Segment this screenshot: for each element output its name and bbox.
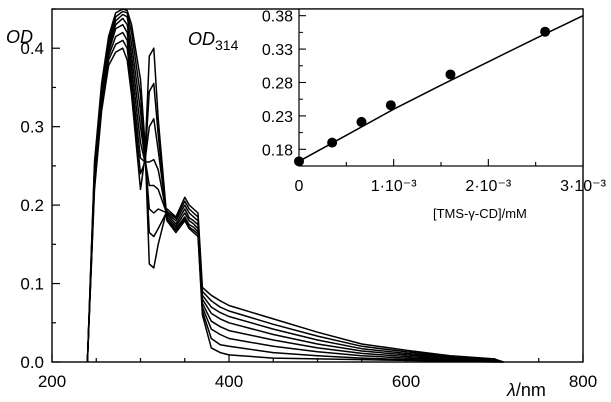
inset-y-tick-label: 0.28 <box>262 75 293 92</box>
inset-x-tick-label: 0 <box>295 178 304 195</box>
inset-x-tick-label: 3·10⁻³ <box>560 178 606 195</box>
main-series-line-5 <box>86 17 504 363</box>
inset-fit <box>298 15 584 162</box>
main-x-tick-label: 200 <box>38 372 66 391</box>
main-chart: 200 400 600 800 0.0 0.1 0.2 0.3 0.4 OD λ/nm <box>6 8 597 400</box>
main-series-line-2 <box>86 39 504 363</box>
inset-y-axis-label: OD314 <box>188 29 239 53</box>
main-x-tick-label: 400 <box>215 372 243 391</box>
main-y-tick-label: 0.0 <box>20 353 44 372</box>
main-ticks: 200 400 600 800 0.0 0.1 0.2 0.3 0.4 <box>20 8 597 391</box>
inset-y-tick-label: 0.23 <box>262 109 293 126</box>
main-y-tick-label: 0.2 <box>20 196 44 215</box>
main-series-line-7 <box>86 10 504 363</box>
inset-data-point <box>445 69 456 80</box>
inset-ticks: 0 1·10⁻³ 2·10⁻³ 3·10⁻³ 0.18 0.23 0.28 0.33 0.38 <box>262 9 607 195</box>
main-y-tick-label: 0.4 <box>20 39 44 58</box>
inset-y-tick-label: 0.33 <box>262 42 293 59</box>
inset-y-tick-label: 0.18 <box>262 142 293 159</box>
inset-y-axis-label-sub: 314 <box>215 37 239 53</box>
inset-data-point <box>327 137 338 148</box>
main-x-tick-label: 600 <box>392 372 420 391</box>
inset-y-tick-label: 0.38 <box>262 9 293 26</box>
inset-data-point <box>540 26 551 37</box>
main-y-tick-label: 0.1 <box>20 275 44 294</box>
inset-y-axis-label-main: OD <box>188 29 215 49</box>
main-series-line-4 <box>86 23 504 363</box>
inset-points <box>294 26 551 167</box>
main-series-line-6 <box>86 13 504 363</box>
main-x-axis-label: λ/nm <box>506 380 546 400</box>
inset-x-tick-label: 1·10⁻³ <box>371 178 417 195</box>
inset-data-point <box>385 100 396 111</box>
main-series-line-8 <box>86 8 504 363</box>
main-series <box>86 8 504 363</box>
main-x-axis-variable: λ <box>506 380 516 400</box>
main-series-line-1 <box>86 47 504 363</box>
main-y-axis-label: OD <box>6 27 33 47</box>
inset-x-axis-label: [TMS-γ-CD]/mM <box>433 206 527 221</box>
inset-plot-frame <box>298 8 584 167</box>
main-x-tick-label: 800 <box>569 372 597 391</box>
inset-data-point <box>356 116 367 127</box>
main-series-line-3 <box>86 31 504 363</box>
inset-x-tick-label: 2·10⁻³ <box>465 178 511 195</box>
inset-chart: 0 1·10⁻³ 2·10⁻³ 3·10⁻³0.180.230.280.330.38 … <box>188 8 607 221</box>
inset-fit-curve <box>298 15 584 162</box>
inset-data-point <box>294 156 304 167</box>
main-x-axis-unit: /nm <box>516 380 546 400</box>
main-y-tick-label: 0.3 <box>20 118 44 137</box>
